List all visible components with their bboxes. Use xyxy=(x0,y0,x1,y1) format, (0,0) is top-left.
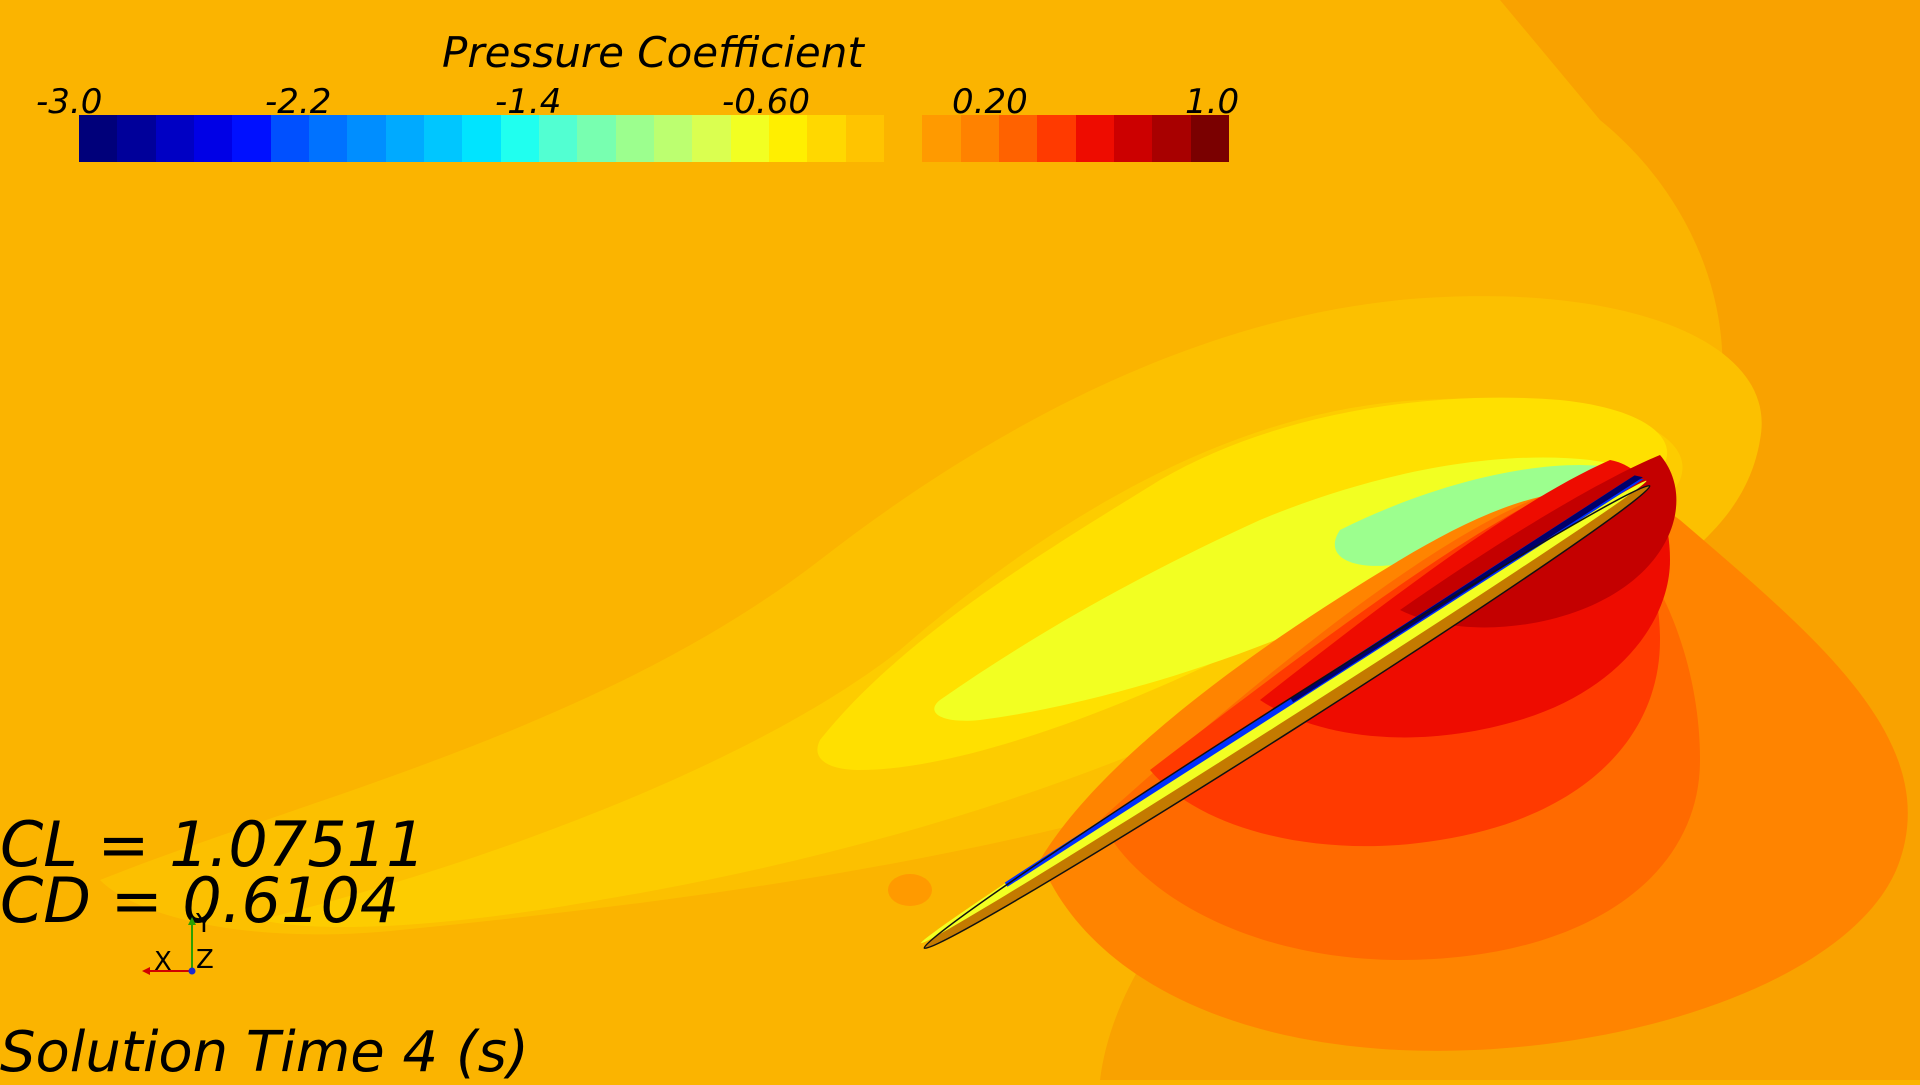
legend-tick: -1.4 xyxy=(495,82,562,122)
colorbar-swatch xyxy=(79,115,118,162)
drag-coefficient-readout: CD = 0.6104 xyxy=(0,864,400,937)
triad-z-label: Z xyxy=(196,945,214,975)
colorbar-swatch xyxy=(768,115,808,162)
legend-tick: -3.0 xyxy=(36,82,103,122)
colorbar-swatch xyxy=(193,115,233,162)
colorbar-swatch xyxy=(845,115,884,162)
colorbar-swatch xyxy=(500,115,539,162)
colorbar-swatch xyxy=(347,115,386,162)
colorbar-swatch xyxy=(807,115,846,162)
colorbar-swatch xyxy=(308,115,348,162)
solution-time-readout: Solution Time 4 (s) xyxy=(0,1020,529,1085)
colorbar-swatch xyxy=(730,115,769,162)
colorbar-swatch xyxy=(692,115,731,162)
colorbar-swatch xyxy=(1113,115,1153,162)
axis-triad: X Y Z xyxy=(140,909,220,977)
legend-tick: -2.2 xyxy=(265,82,332,122)
legend-title: Pressure Coefficient xyxy=(442,28,864,77)
legend-tick: 0.20 xyxy=(952,82,1028,122)
colorbar-swatch xyxy=(155,115,194,162)
colorbar-swatch xyxy=(960,115,999,162)
airfoil xyxy=(921,475,1651,950)
colorbar-swatch xyxy=(577,115,616,162)
colorbar-swatch xyxy=(270,115,309,162)
colorbar-swatch xyxy=(922,115,961,162)
colorbar-swatch xyxy=(385,115,424,162)
triad-y-label: Y xyxy=(196,909,212,939)
lift-coefficient-readout: CL = 1.07511 xyxy=(0,808,426,881)
colorbar-swatch xyxy=(1075,115,1114,162)
colorbar-swatch xyxy=(883,115,923,162)
colorbar-swatch xyxy=(423,115,463,162)
pressure-colorbar xyxy=(79,115,1229,162)
colorbar-swatch xyxy=(653,115,693,162)
legend-tick: 1.0 xyxy=(1185,82,1240,122)
axis-triad-icon xyxy=(142,917,196,975)
legend-tick: -0.60 xyxy=(722,82,810,122)
colorbar-swatch xyxy=(117,115,156,162)
colorbar-swatch xyxy=(538,115,578,162)
triad-x-label: X xyxy=(154,947,172,977)
colorbar-swatch xyxy=(462,115,501,162)
colorbar-swatch xyxy=(1190,115,1229,162)
colorbar-swatch xyxy=(1037,115,1076,162)
leading-edge-eddy xyxy=(888,874,932,906)
colorbar-swatch xyxy=(615,115,654,162)
colorbar-swatch xyxy=(1152,115,1191,162)
colorbar-swatch xyxy=(998,115,1038,162)
colorbar-swatch xyxy=(232,115,271,162)
